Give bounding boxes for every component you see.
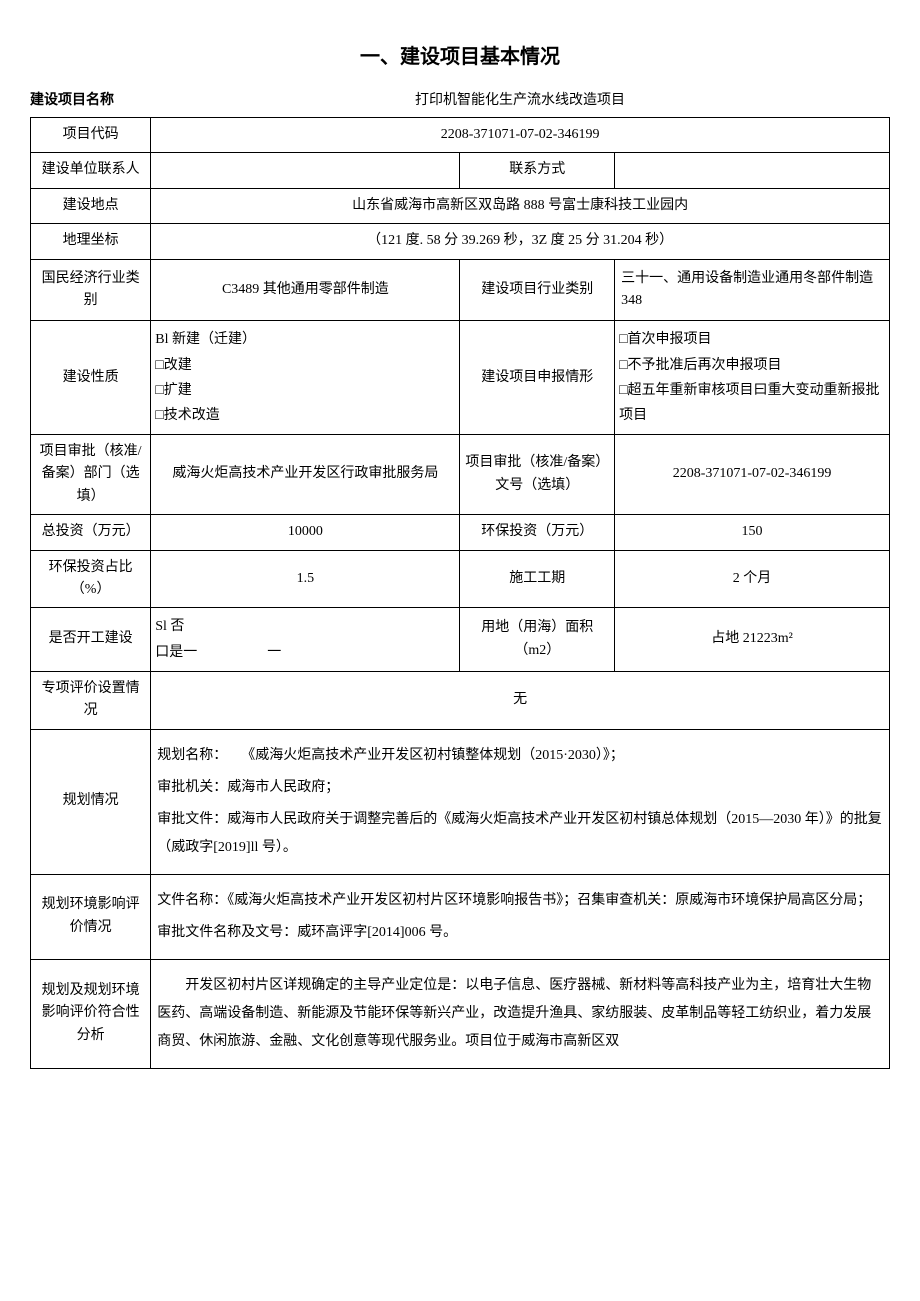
project-name-row: 建设项目名称 打印机智能化生产流水线改造项目 bbox=[30, 89, 890, 109]
project-name-label: 建设项目名称 bbox=[30, 89, 150, 109]
approval-no-label: 项目审批（核准/备案）文号（选填） bbox=[460, 435, 615, 515]
industry-value: C3489 其他通用零部件制造 bbox=[151, 259, 460, 321]
plan-label: 规划情况 bbox=[31, 729, 151, 874]
nature-options: Bl 新建（迁建） □改建 □扩建 □技术改造 bbox=[151, 321, 460, 435]
total-invest-value: 10000 bbox=[151, 515, 460, 550]
section-title: 一、建设项目基本情况 bbox=[30, 40, 890, 69]
conform-text: 开发区初村片区详规确定的主导产业定位是：以电子信息、医疗器械、新材料等高科技产业… bbox=[157, 972, 883, 1056]
table-row: 项目审批（核准/备案）部门（选填） 威海火炬高技术产业开发区行政审批服务局 项目… bbox=[31, 435, 890, 515]
period-value: 2 个月 bbox=[615, 550, 890, 608]
approval-no-value: 2208-371071-07-02-346199 bbox=[615, 435, 890, 515]
land-value: 占地 21223m² bbox=[615, 608, 890, 671]
total-invest-label: 总投资（万元） bbox=[31, 515, 151, 550]
coord-value: （121 度. 58 分 39.269 秒，3Z 度 25 分 31.204 秒… bbox=[151, 224, 890, 259]
special-eval-value: 无 bbox=[151, 671, 890, 729]
location-label: 建设地点 bbox=[31, 188, 151, 223]
conform-label: 规划及规划环境影响评价符合性分析 bbox=[31, 959, 151, 1068]
nature-label: 建设性质 bbox=[31, 321, 151, 435]
plan-content: 规划名称： 《威海火炬高技术产业开发区初村镇整体规划（2015·2030）》； … bbox=[151, 729, 890, 874]
table-row: 总投资（万元） 10000 环保投资（万元） 150 bbox=[31, 515, 890, 550]
plan-text-1: 规划名称： 《威海火炬高技术产业开发区初村镇整体规划（2015·2030）》； bbox=[157, 742, 883, 770]
proj-industry-value: 三十一、通用设备制造业通用冬部件制造 348 bbox=[615, 259, 890, 321]
table-row: 规划环境影响评价情况 文件名称：《威海火炬高技术产业开发区初村片区环境影响报告书… bbox=[31, 874, 890, 959]
land-label: 用地（用海）面积（m2） bbox=[460, 608, 615, 671]
plan-text-3: 审批文件：威海市人民政府关于调整完善后的《威海火炬高技术产业开发区初村镇总体规划… bbox=[157, 806, 883, 862]
table-row: 环保投资占比（%） 1.5 施工工期 2 个月 bbox=[31, 550, 890, 608]
contact-method-label: 联系方式 bbox=[460, 153, 615, 188]
plan-env-text-2: 审批文件名称及文号：威环高评字[2014]006 号。 bbox=[157, 919, 883, 947]
table-row: 建设性质 Bl 新建（迁建） □改建 □扩建 □技术改造 建设项目申报情形 □首… bbox=[31, 321, 890, 435]
env-invest-label: 环保投资（万元） bbox=[460, 515, 615, 550]
plan-env-label: 规划环境影响评价情况 bbox=[31, 874, 151, 959]
report-type-label: 建设项目申报情形 bbox=[460, 321, 615, 435]
contact-person-value bbox=[151, 153, 460, 188]
table-row: 国民经济行业类别 C3489 其他通用零部件制造 建设项目行业类别 三十一、通用… bbox=[31, 259, 890, 321]
project-code-value: 2208-371071-07-02-346199 bbox=[151, 118, 890, 153]
table-row: 规划情况 规划名称： 《威海火炬高技术产业开发区初村镇整体规划（2015·203… bbox=[31, 729, 890, 874]
special-eval-label: 专项评价设置情况 bbox=[31, 671, 151, 729]
started-options: Sl 否 口是一 一 bbox=[151, 608, 460, 671]
project-name-value: 打印机智能化生产流水线改造项目 bbox=[150, 89, 890, 109]
project-info-table: 项目代码 2208-371071-07-02-346199 建设单位联系人 联系… bbox=[30, 117, 890, 1069]
plan-env-text-1: 文件名称：《威海火炬高技术产业开发区初村片区环境影响报告书》；召集审查机关：原威… bbox=[157, 887, 883, 915]
coord-label: 地理坐标 bbox=[31, 224, 151, 259]
table-row: 建设地点 山东省威海市高新区双岛路 888 号富士康科技工业园内 bbox=[31, 188, 890, 223]
plan-env-content: 文件名称：《威海火炬高技术产业开发区初村片区环境影响报告书》；召集审查机关：原威… bbox=[151, 874, 890, 959]
plan-text-2: 审批机关：威海市人民政府； bbox=[157, 774, 883, 802]
conform-content: 开发区初村片区详规确定的主导产业定位是：以电子信息、医疗器械、新材料等高科技产业… bbox=[151, 959, 890, 1068]
started-label: 是否开工建设 bbox=[31, 608, 151, 671]
table-row: 是否开工建设 Sl 否 口是一 一 用地（用海）面积（m2） 占地 21223m… bbox=[31, 608, 890, 671]
period-label: 施工工期 bbox=[460, 550, 615, 608]
env-invest-value: 150 bbox=[615, 515, 890, 550]
report-type-options: □首次申报项目 □不予批准后再次申报项目 □超五年重新审核项目曰重大变动重新报批… bbox=[615, 321, 890, 435]
location-value: 山东省威海市高新区双岛路 888 号富士康科技工业园内 bbox=[151, 188, 890, 223]
contact-method-value bbox=[615, 153, 890, 188]
proj-industry-label: 建设项目行业类别 bbox=[460, 259, 615, 321]
table-row: 建设单位联系人 联系方式 bbox=[31, 153, 890, 188]
table-row: 地理坐标 （121 度. 58 分 39.269 秒，3Z 度 25 分 31.… bbox=[31, 224, 890, 259]
table-row: 专项评价设置情况 无 bbox=[31, 671, 890, 729]
approval-dept-value: 威海火炬高技术产业开发区行政审批服务局 bbox=[151, 435, 460, 515]
contact-person-label: 建设单位联系人 bbox=[31, 153, 151, 188]
env-ratio-label: 环保投资占比（%） bbox=[31, 550, 151, 608]
project-code-label: 项目代码 bbox=[31, 118, 151, 153]
table-row: 规划及规划环境影响评价符合性分析 开发区初村片区详规确定的主导产业定位是：以电子… bbox=[31, 959, 890, 1068]
industry-label: 国民经济行业类别 bbox=[31, 259, 151, 321]
approval-dept-label: 项目审批（核准/备案）部门（选填） bbox=[31, 435, 151, 515]
env-ratio-value: 1.5 bbox=[151, 550, 460, 608]
table-row: 项目代码 2208-371071-07-02-346199 bbox=[31, 118, 890, 153]
